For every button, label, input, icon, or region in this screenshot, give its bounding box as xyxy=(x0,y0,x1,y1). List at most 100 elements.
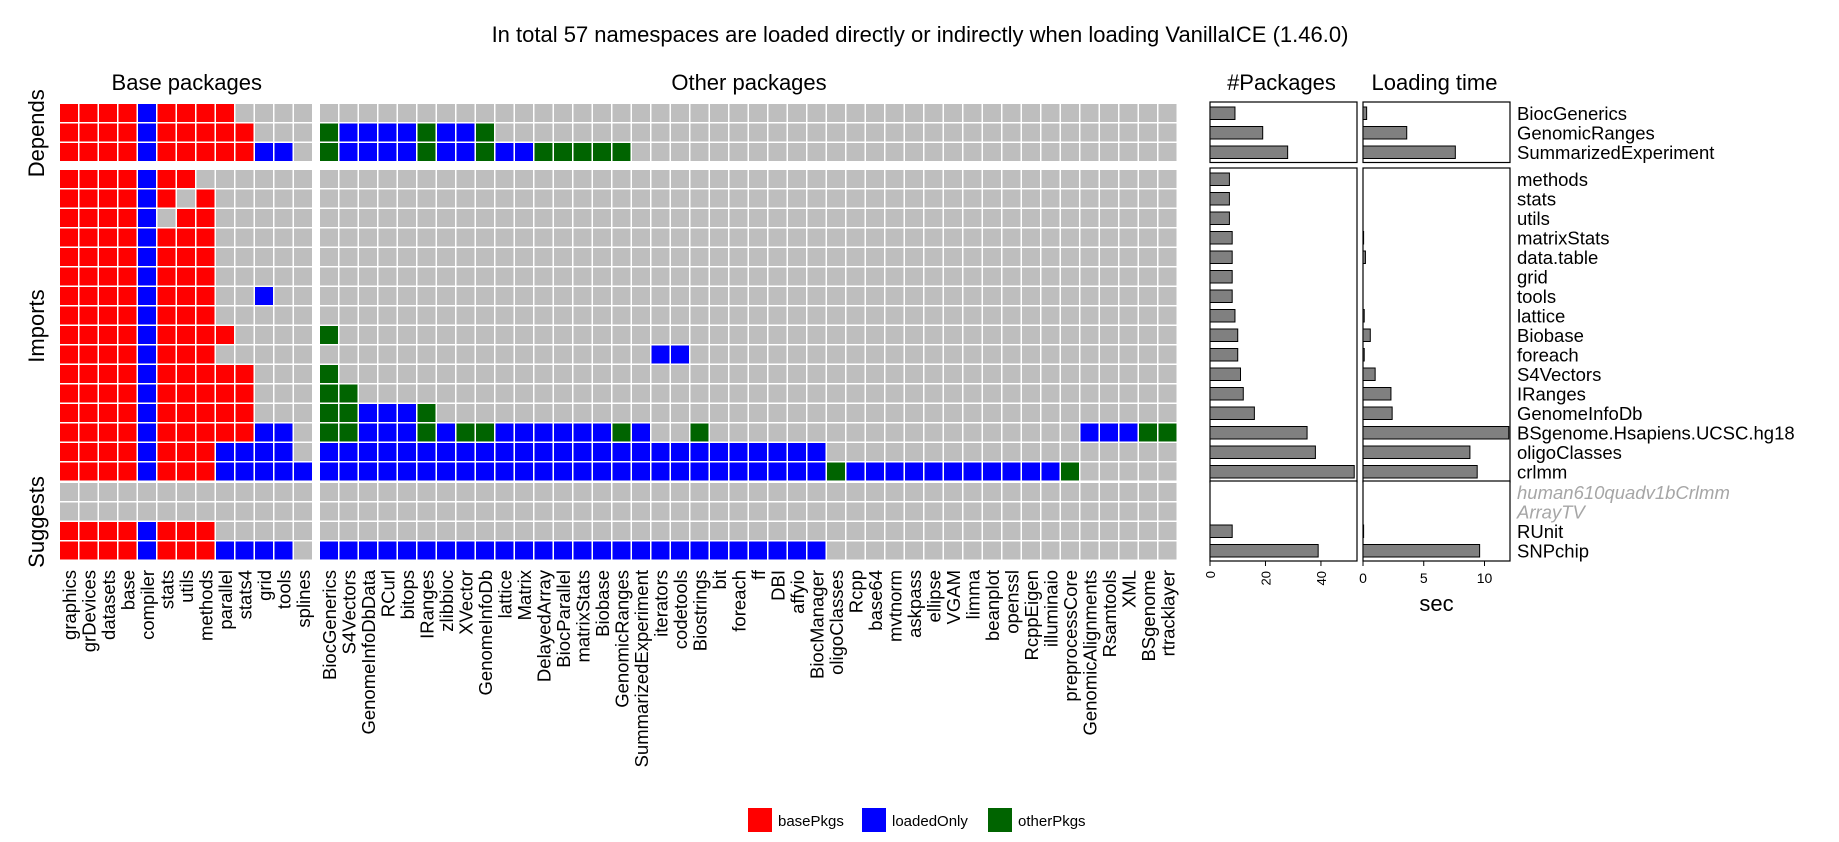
heatmap-cell xyxy=(456,541,475,560)
heatmap-cell xyxy=(768,365,787,383)
heatmap-cell xyxy=(632,404,650,422)
heatmap-cell xyxy=(320,423,338,442)
heatmap-cell xyxy=(866,104,884,122)
heatmap-cell xyxy=(216,522,234,540)
heatmap-cell xyxy=(1100,228,1118,247)
heatmap-cell xyxy=(885,326,904,344)
heatmap-cell xyxy=(983,170,1001,188)
heatmap-cell xyxy=(846,462,865,481)
heatmap-cell xyxy=(924,345,943,364)
heatmap-cell xyxy=(1100,384,1118,403)
heatmap-cell xyxy=(118,143,137,161)
heatmap-cell xyxy=(905,189,923,208)
heatmap-cell xyxy=(1002,228,1021,247)
heatmap-cell xyxy=(710,123,728,142)
heatmap-cell xyxy=(1002,365,1021,383)
heatmap-cell xyxy=(807,462,826,481)
heatmap-cell xyxy=(1002,189,1021,208)
heatmap-cell xyxy=(554,443,572,461)
heatmap-cell xyxy=(963,502,982,521)
heatmap-cell xyxy=(1119,209,1138,227)
heatmap-cell xyxy=(359,267,377,286)
heatmap-cell xyxy=(339,248,358,266)
heatmap-cell xyxy=(79,326,98,344)
heatmap-cell xyxy=(417,248,436,266)
heatmap-cell xyxy=(339,443,358,461)
heatmap-cell xyxy=(216,384,234,403)
heatmap-cell xyxy=(768,143,787,161)
heatmap-cell xyxy=(157,143,176,161)
heatmap-cell xyxy=(99,404,117,422)
heatmap-cell xyxy=(294,384,312,403)
column-label: BiocGenerics xyxy=(319,570,340,680)
heatmap-cell xyxy=(177,404,195,422)
heatmap-cell xyxy=(255,502,273,521)
heatmap-cell xyxy=(729,326,748,344)
heatmap-cell xyxy=(749,541,767,560)
heatmap-cell xyxy=(1139,189,1157,208)
packages-bar xyxy=(1209,309,1236,323)
heatmap-cell xyxy=(710,104,728,122)
heatmap-cell xyxy=(593,522,611,540)
heatmap-cell xyxy=(437,228,455,247)
legend: basePkgs loadedOnly otherPkgs xyxy=(748,808,1086,832)
column-label: graphics xyxy=(59,570,80,640)
heatmap-cell xyxy=(749,209,767,227)
heatmap-cell xyxy=(118,123,137,142)
heatmap-cell xyxy=(1041,326,1060,344)
heatmap-cell xyxy=(963,345,982,364)
heatmap-cell xyxy=(632,287,650,305)
heatmap-cell xyxy=(807,384,826,403)
packages-tick-label: 20 xyxy=(1258,571,1273,585)
heatmap-cell xyxy=(79,287,98,305)
heatmap-cell xyxy=(1022,522,1040,540)
packages-bar xyxy=(1209,192,1230,206)
column-label: BSgenome xyxy=(1138,570,1159,662)
heatmap-cell xyxy=(885,423,904,442)
heatmap-cell xyxy=(612,143,631,161)
heatmap-cell xyxy=(944,248,962,266)
heatmap-cell xyxy=(255,123,273,142)
heatmap-cell xyxy=(924,123,943,142)
heatmap-cell xyxy=(495,326,514,344)
heatmap-cell xyxy=(79,170,98,188)
heatmap-cell xyxy=(1022,170,1040,188)
heatmap-cell xyxy=(827,248,845,266)
heatmap-cell xyxy=(983,541,1001,560)
packages-title: #Packages xyxy=(1227,70,1336,95)
heatmap-cell xyxy=(359,443,377,461)
heatmap-cell xyxy=(495,365,514,383)
heatmap-cell xyxy=(866,267,884,286)
heatmap-cell xyxy=(339,404,358,422)
heatmap-cell xyxy=(437,143,455,161)
heatmap-cell xyxy=(1158,228,1177,247)
heatmap-cell xyxy=(60,462,78,481)
heatmap-cell xyxy=(534,423,553,442)
heatmap-cell xyxy=(255,267,273,286)
time-xlabel: sec xyxy=(1419,591,1453,616)
row-label: utils xyxy=(1517,208,1550,229)
heatmap-cell xyxy=(671,326,689,344)
heatmap-cell xyxy=(294,228,312,247)
heatmap-cell xyxy=(768,483,787,501)
row-label: data.table xyxy=(1517,247,1598,268)
heatmap-cell xyxy=(846,209,865,227)
heatmap-cell xyxy=(651,189,670,208)
heatmap-cell xyxy=(339,384,358,403)
heatmap-cell xyxy=(1022,384,1040,403)
heatmap-cell xyxy=(1158,248,1177,266)
heatmap-cell xyxy=(417,423,436,442)
heatmap-cell xyxy=(1061,384,1079,403)
heatmap-cell xyxy=(534,306,553,325)
heatmap-cell xyxy=(651,170,670,188)
heatmap-cell xyxy=(1119,143,1138,161)
heatmap-cell xyxy=(1139,143,1157,161)
heatmap-cell xyxy=(157,228,176,247)
heatmap-cell xyxy=(1002,345,1021,364)
heatmap-cell xyxy=(768,170,787,188)
heatmap-cell xyxy=(216,423,234,442)
heatmap-cell xyxy=(294,365,312,383)
heatmap-cell xyxy=(138,522,156,540)
heatmap-cell xyxy=(593,170,611,188)
heatmap-cell xyxy=(671,423,689,442)
